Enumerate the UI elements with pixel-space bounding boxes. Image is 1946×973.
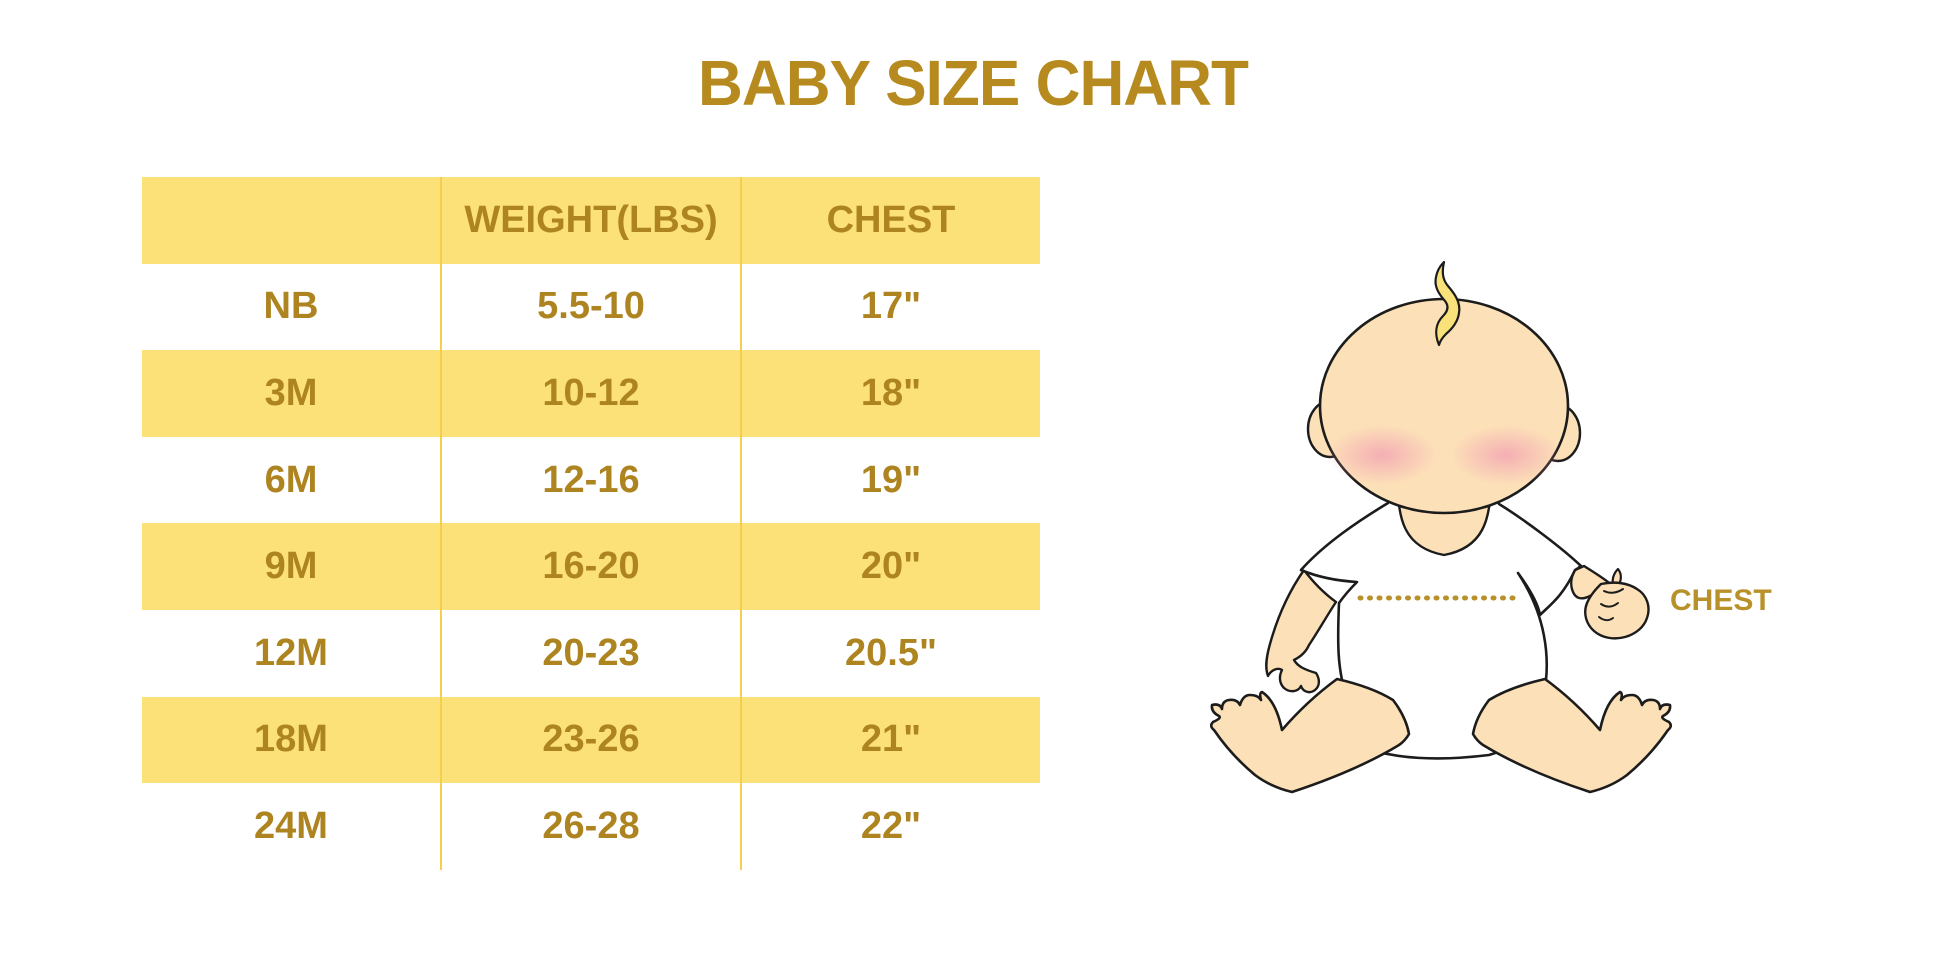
svg-text:CHEST: CHEST xyxy=(1670,584,1772,617)
